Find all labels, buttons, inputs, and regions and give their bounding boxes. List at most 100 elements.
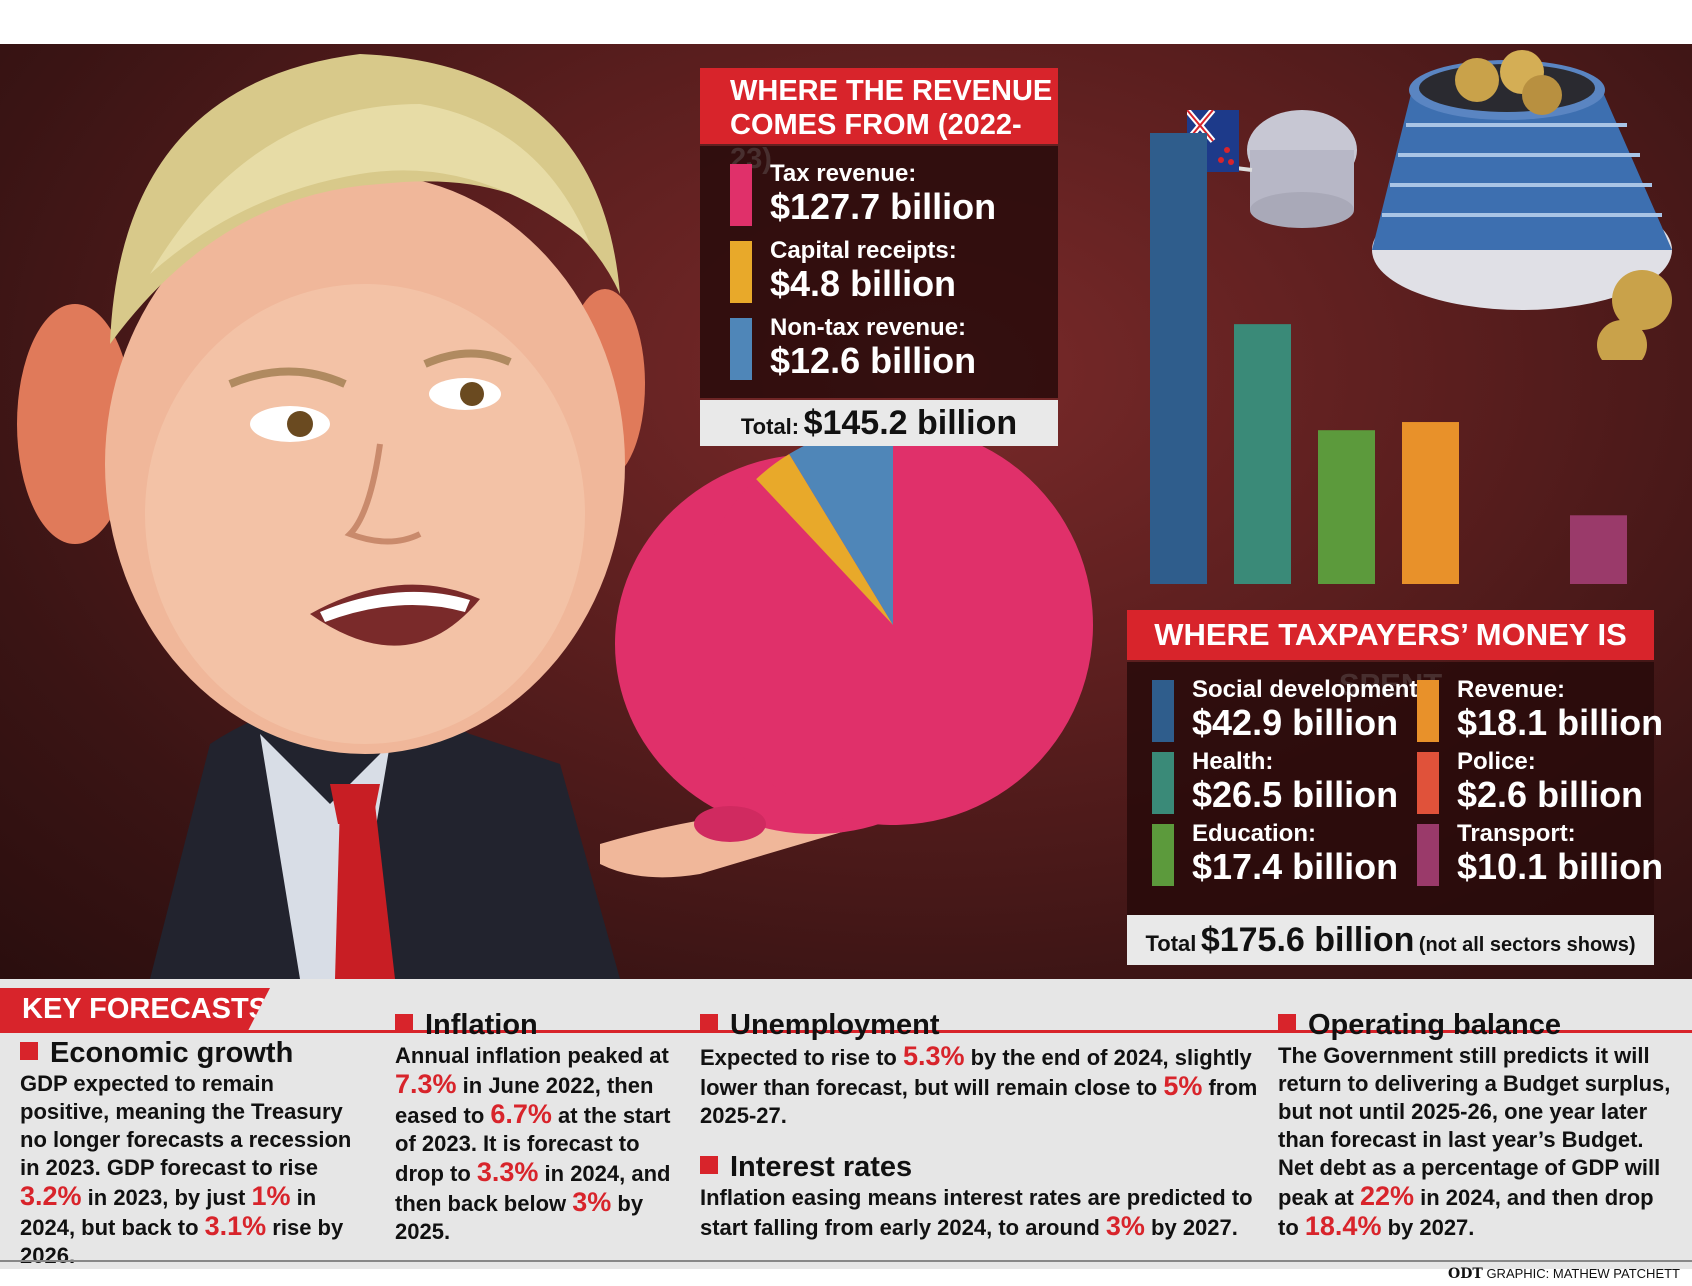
body-text: GDP expected to remain positive, meaning… bbox=[20, 1071, 352, 1180]
forecast-title: Economic growth bbox=[20, 1036, 355, 1070]
spending-legend: Social development: $42.9 billion Health… bbox=[1127, 662, 1663, 920]
legend-swatch bbox=[1152, 824, 1174, 886]
bar-health bbox=[1234, 324, 1291, 584]
credit-text: GRAPHIC: MATHEW PATCHETT bbox=[1486, 1266, 1680, 1281]
spending-bar-chart bbox=[1150, 133, 1627, 584]
legend-value: $42.9 billion bbox=[1192, 702, 1399, 743]
highlight-value: 18.4% bbox=[1304, 1211, 1382, 1241]
highlight-value: 7.3% bbox=[395, 1069, 457, 1099]
forecast-title-text: Economic growth bbox=[50, 1037, 294, 1069]
highlight-value: 5.3% bbox=[902, 1041, 965, 1071]
legend-value: $127.7 billion bbox=[770, 186, 997, 227]
highlight-value: 3.1% bbox=[204, 1211, 267, 1241]
bullet-square-icon bbox=[1278, 1014, 1296, 1033]
legend-swatch bbox=[1417, 752, 1439, 814]
legend-swatch bbox=[1417, 680, 1439, 742]
bar-revenue bbox=[1402, 422, 1459, 584]
legend-label: Revenue: bbox=[1457, 676, 1566, 703]
legend-label: Education: bbox=[1192, 820, 1316, 847]
graphic-credit: ODT GRAPHIC: MATHEW PATCHETT bbox=[1448, 1266, 1680, 1282]
legend-swatch bbox=[730, 241, 752, 303]
highlight-value: 3.3% bbox=[476, 1157, 539, 1187]
body-text: in 2023, by just bbox=[81, 1185, 252, 1210]
revenue-total-label: Total: bbox=[740, 414, 800, 439]
legend-label: Social development: bbox=[1192, 676, 1426, 703]
forecast-interest-rates: Interest rates Inflation easing means in… bbox=[700, 1150, 1270, 1242]
body-text: rise by 2026. bbox=[20, 1215, 344, 1268]
bar-education bbox=[1318, 430, 1375, 584]
bar-transport bbox=[1570, 515, 1627, 584]
legend-value: $4.8 billion bbox=[770, 263, 957, 304]
body-text: in 2024, but back to bbox=[20, 1185, 317, 1240]
forecast-body: Expected to rise to 5.3% by the end of 2… bbox=[700, 1042, 1260, 1130]
highlight-value: 22% bbox=[1359, 1181, 1414, 1211]
forecast-title: Unemployment bbox=[700, 1008, 1260, 1042]
forecast-inflation: Inflation Annual inflation peaked at 7.3… bbox=[395, 1008, 675, 1246]
legend-value: $26.5 billion bbox=[1192, 774, 1399, 815]
highlight-value: 6.7% bbox=[490, 1099, 552, 1129]
forecast-title-text: Operating balance bbox=[1308, 1009, 1562, 1041]
legend-value: $17.4 billion bbox=[1192, 846, 1399, 887]
pie-slice-capital-receipts bbox=[756, 454, 893, 625]
highlight-value: 3.2% bbox=[20, 1181, 82, 1211]
body-text: by 2025. bbox=[395, 1191, 644, 1244]
body-text: by 2027. bbox=[1381, 1215, 1475, 1240]
legend-label: Transport: bbox=[1457, 820, 1576, 847]
body-text: in 2024, and then back below bbox=[395, 1161, 671, 1216]
highlight-value: 3% bbox=[1105, 1211, 1145, 1241]
key-forecasts-rule bbox=[0, 1030, 1692, 1033]
body-text: by 2027. bbox=[1144, 1215, 1238, 1240]
legend-label: Tax revenue: bbox=[770, 160, 917, 187]
body-text: in June 2022, then eased to bbox=[395, 1073, 654, 1128]
forecast-title: Interest rates bbox=[700, 1150, 1270, 1184]
body-text: from 2025-27. bbox=[700, 1075, 1258, 1128]
bullet-square-icon bbox=[20, 1042, 38, 1061]
forecast-body: Annual inflation peaked at 7.3% in June … bbox=[395, 1042, 675, 1246]
body-text: The Government still predicts it will re… bbox=[1278, 1043, 1671, 1210]
legend-value: $12.6 billion bbox=[770, 340, 977, 381]
legend-value: $10.1 billion bbox=[1457, 846, 1664, 887]
odt-logo: ODT bbox=[1448, 1266, 1483, 1282]
forecast-title-text: Unemployment bbox=[730, 1009, 940, 1041]
spending-total-label: Total bbox=[1145, 931, 1197, 956]
revenue-pie-chart bbox=[693, 425, 1093, 825]
forecast-unemployment: Unemployment Expected to rise to 5.3% by… bbox=[700, 1008, 1260, 1130]
body-text: Annual inflation peaked at bbox=[395, 1043, 669, 1068]
legend-label: Capital receipts: bbox=[770, 237, 957, 264]
legend-label: Police: bbox=[1457, 748, 1536, 775]
legend-swatch bbox=[730, 164, 752, 226]
revenue-heading-line1: WHERE THE REVENUE bbox=[730, 75, 1053, 107]
highlight-value: 5% bbox=[1163, 1071, 1203, 1101]
highlight-value: 3% bbox=[572, 1187, 612, 1217]
key-forecasts-heading: KEY FORECASTS bbox=[0, 988, 270, 1030]
beehive-illustration bbox=[1222, 50, 1672, 360]
forecast-title-text: Inflation bbox=[425, 1009, 538, 1041]
spending-heading: WHERE TAXPAYERS’ MONEY IS SPENT bbox=[1127, 610, 1654, 702]
revenue-legend: Tax revenue: $127.7 billion Capital rece… bbox=[700, 146, 1058, 398]
forecast-body: GDP expected to remain positive, meaning… bbox=[20, 1070, 355, 1270]
body-text: in 2024, and then drop to bbox=[1278, 1185, 1654, 1240]
bullet-square-icon bbox=[700, 1014, 718, 1033]
forecast-title: Operating balance bbox=[1278, 1008, 1673, 1042]
forecast-body: The Government still predicts it will re… bbox=[1278, 1042, 1673, 1242]
revenue-total: Total: $145.2 billion bbox=[700, 400, 1058, 446]
bullet-square-icon bbox=[395, 1014, 413, 1033]
legend-value: $2.6 billion bbox=[1457, 774, 1644, 815]
legend-swatch bbox=[1417, 824, 1439, 886]
bullet-square-icon bbox=[700, 1156, 718, 1175]
legend-label: Health: bbox=[1192, 748, 1274, 775]
revenue-total-value: $145.2 billion bbox=[803, 404, 1018, 442]
forecast-title: Inflation bbox=[395, 1008, 675, 1042]
forecast-body: Inflation easing means interest rates ar… bbox=[700, 1184, 1270, 1242]
revenue-heading: WHERE THE REVENUE COMES FROM (2022-23) bbox=[700, 68, 1058, 175]
spending-total-value: $175.6 billion bbox=[1200, 921, 1415, 959]
body-text: by the end of 2024, slightly lower than … bbox=[700, 1045, 1252, 1100]
forecast-operating-balance: Operating balance The Government still p… bbox=[1278, 1008, 1673, 1242]
bar-social-development bbox=[1150, 133, 1207, 584]
legend-swatch bbox=[1152, 752, 1174, 814]
legend-label: Non-tax revenue: bbox=[770, 314, 967, 341]
legend-swatch bbox=[730, 318, 752, 380]
pie-slice-non-tax-revenue bbox=[789, 425, 893, 625]
forecast-title-text: Interest rates bbox=[730, 1151, 913, 1183]
highlight-value: 1% bbox=[251, 1181, 291, 1211]
